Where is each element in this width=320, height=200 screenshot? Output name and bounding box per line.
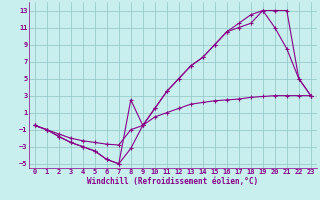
- X-axis label: Windchill (Refroidissement éolien,°C): Windchill (Refroidissement éolien,°C): [87, 177, 258, 186]
